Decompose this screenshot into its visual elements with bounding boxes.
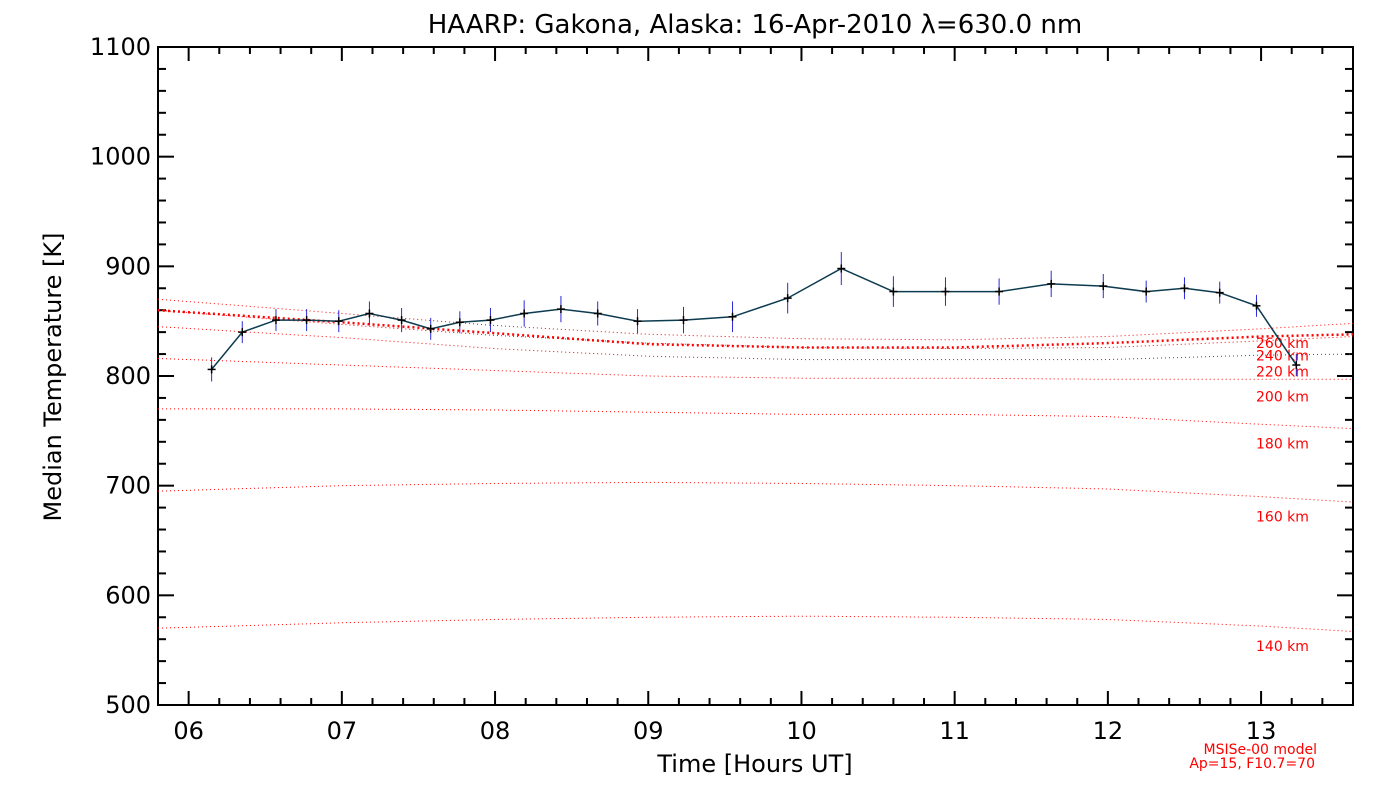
model-curve-label: 160 km <box>1256 509 1309 525</box>
model-curve-line <box>157 358 1353 380</box>
y-tick-label: 800 <box>105 362 151 390</box>
y-tick-label: 500 <box>105 691 151 719</box>
y-tick-label: 900 <box>105 252 151 280</box>
model-curve-label: 220 km <box>1256 365 1309 381</box>
model-curve-line <box>157 326 1354 361</box>
x-tick-label: 07 <box>327 717 358 745</box>
model-curve-label: 240 km <box>1256 349 1309 365</box>
model-curve-line <box>157 481 1354 503</box>
model-curve-line <box>158 408 1354 430</box>
x-tick-label: 12 <box>1093 717 1124 745</box>
x-tick-label: 09 <box>633 717 664 745</box>
plot-frame <box>157 46 1354 706</box>
model-curve-label: 180 km <box>1256 436 1309 452</box>
model-params-label: Ap=15, F10.7=70 <box>1189 756 1315 772</box>
y-tick-label: 1100 <box>90 33 151 61</box>
model-curve-line <box>157 615 1354 632</box>
measurement-line <box>211 267 1297 370</box>
model-curve-label: 140 km <box>1256 639 1309 655</box>
x-tick-label: 08 <box>480 717 511 745</box>
plot-layer: 06 07 08 09 10 11 12 13 500 600 700 800 900 1000 1100 1… <box>90 33 1354 745</box>
x-axis-label: Time [Hours UT] <box>656 750 852 778</box>
x-tick-label: 06 <box>173 717 204 745</box>
y-tick-label: 700 <box>105 472 151 500</box>
y-tick-label: 1000 <box>90 143 151 171</box>
chart-title: HAARP: Gakona, Alaska: 16-Apr-2010 λ=630… <box>428 10 1082 40</box>
model-curve-line <box>157 298 1354 341</box>
y-tick-label: 600 <box>105 581 151 609</box>
model-curve-label: 200 km <box>1256 389 1309 405</box>
x-tick-label: 10 <box>786 717 817 745</box>
model-curve-line <box>157 309 1354 350</box>
y-axis-label: Median Temperature [K] <box>39 232 67 521</box>
x-tick-label: 11 <box>939 717 970 745</box>
model-name-label: MSISe-00 model <box>1203 742 1317 758</box>
x-tick-label: 13 <box>1246 717 1277 745</box>
model-emphasized-curve <box>157 308 1354 349</box>
